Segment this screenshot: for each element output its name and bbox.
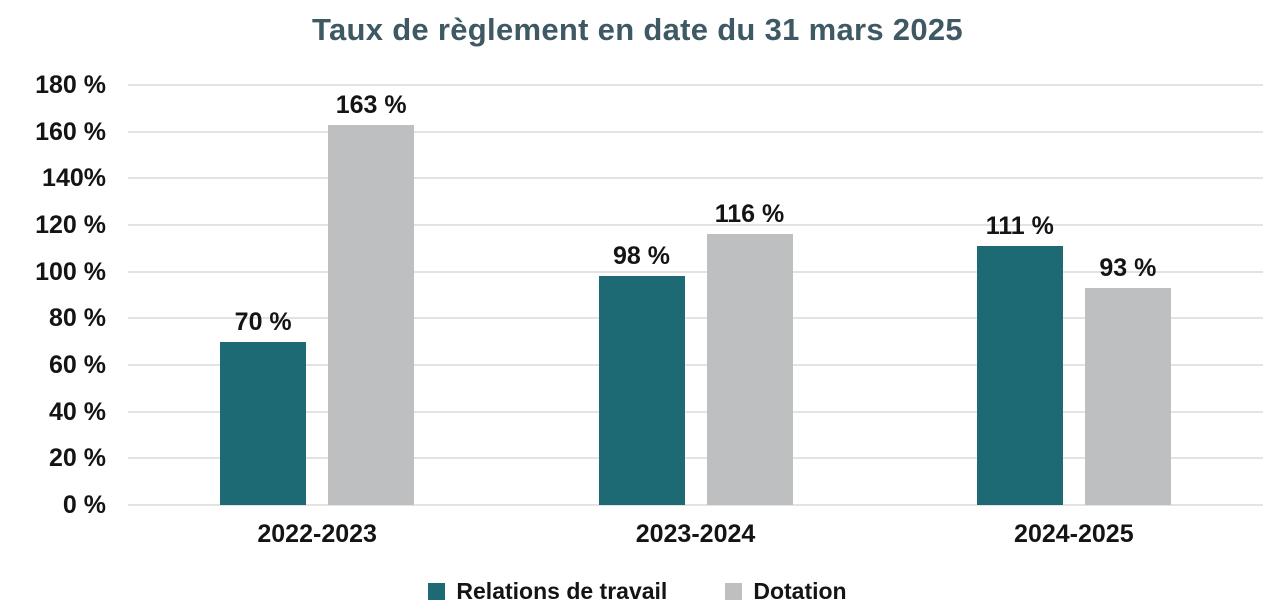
gridline <box>128 130 1263 133</box>
y-tick-label: 160 % <box>35 117 106 146</box>
legend-swatch-icon <box>428 583 446 600</box>
bar-dotation-2022-2023 <box>328 124 415 505</box>
gridline <box>128 177 1263 180</box>
bar-value-label: 163 % <box>335 90 407 119</box>
y-tick-label: 20 % <box>49 444 106 473</box>
y-tick-label: 60 % <box>49 351 106 379</box>
bar-dotation-2024-2025 <box>1084 288 1171 505</box>
bar-value-label: 111 % <box>985 212 1054 240</box>
gridline <box>128 504 1263 506</box>
y-tick-label: 40 % <box>49 397 106 426</box>
y-tick-label: 140% <box>42 164 106 193</box>
bar-value-label: 116 % <box>714 200 785 229</box>
legend-item-relations-de-travail: Relations de travail <box>428 578 667 605</box>
chart-title: Taux de règlement en date du 31 mars 202… <box>312 12 963 47</box>
y-tick-label: 180 % <box>35 71 106 99</box>
gridline <box>128 84 1263 86</box>
y-tick-label: 80 % <box>49 304 106 333</box>
bar-dotation-2023-2024 <box>706 234 793 505</box>
y-tick-label: 120 % <box>35 211 106 239</box>
plot-area: 70 % 163 % 98 % 116 % 111 % 93 % <box>128 84 1263 506</box>
legend: Relations de travail Dotation <box>0 578 1275 605</box>
gridline <box>128 270 1263 273</box>
y-tick-label: 100 % <box>35 257 106 286</box>
gridline <box>128 410 1263 413</box>
y-tick-label: 0 % <box>62 491 106 519</box>
gridline <box>128 457 1263 460</box>
bar-relations-de-travail-2024-2025 <box>976 246 1063 505</box>
legend-swatch-icon <box>725 583 743 600</box>
gridline <box>128 224 1263 226</box>
bar-relations-de-travail-2023-2024 <box>598 276 685 505</box>
x-tick-label: 2024-2025 <box>1014 520 1134 548</box>
legend-label: Dotation <box>753 578 847 604</box>
bar-value-label: 93 % <box>1099 254 1157 282</box>
x-tick-label: 2023-2024 <box>635 520 756 548</box>
bar-relations-de-travail-2022-2023 <box>220 341 307 505</box>
x-tick-label: 2022-2023 <box>257 520 377 548</box>
bar-value-label: 70 % <box>234 307 292 336</box>
gridline <box>128 364 1263 366</box>
legend-item-dotation: Dotation <box>725 578 847 605</box>
bar-value-label: 98 % <box>613 242 670 271</box>
gridline <box>128 317 1263 320</box>
legend-label: Relations de travail <box>456 578 668 604</box>
